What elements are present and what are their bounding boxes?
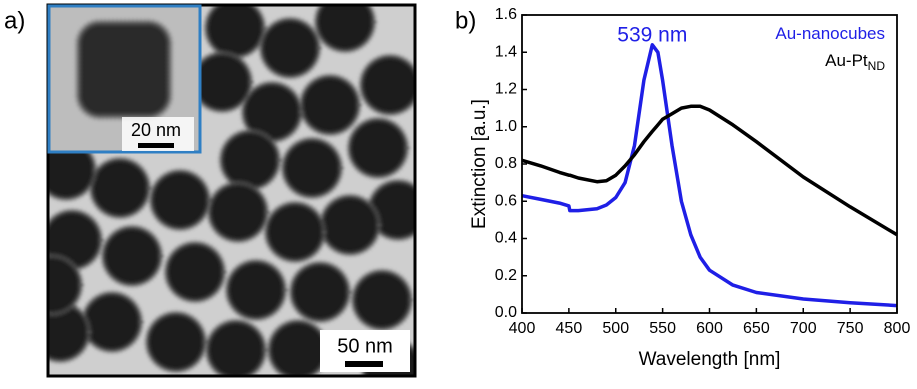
x-tick-label: 750 <box>837 320 864 337</box>
y-tick-label: 0.4 <box>495 230 517 247</box>
particle <box>144 310 208 374</box>
particle <box>346 116 410 180</box>
y-axis-label: Extinction [a.u.] <box>469 99 490 229</box>
y-tick-label: 1.6 <box>495 6 517 23</box>
particle <box>318 193 382 257</box>
particle <box>203 5 267 60</box>
y-tick-label: 0.8 <box>495 155 517 172</box>
x-tick-label: 450 <box>556 320 583 337</box>
y-tick-label: 1.2 <box>495 81 517 98</box>
particle <box>100 224 164 288</box>
legend-name: Au-Pt <box>825 51 868 70</box>
particle <box>204 318 268 376</box>
legend-name: Au-nanocubes <box>775 24 885 43</box>
particle <box>218 128 282 192</box>
x-axis-label: Wavelength [nm] <box>639 349 781 370</box>
x-tick-label: 650 <box>743 320 770 337</box>
y-tick-label: 1.0 <box>495 118 517 135</box>
y-tick-label: 0.0 <box>495 304 517 321</box>
y-tick-label: 1.4 <box>495 43 517 60</box>
data-line <box>521 104 898 237</box>
particle <box>258 16 322 80</box>
particle <box>88 156 152 220</box>
plot-frame <box>521 14 898 314</box>
particle <box>350 268 414 332</box>
x-tick-label: 400 <box>509 320 536 337</box>
particle <box>48 253 84 317</box>
particle <box>206 180 270 244</box>
legend-label: Au-nanocubes <box>775 24 885 43</box>
peak-annotation: 539 nm <box>617 24 687 47</box>
x-tick-label: 800 <box>884 320 911 337</box>
particle <box>190 50 254 114</box>
y-tick-label: 0.6 <box>495 192 517 209</box>
legend-label: Au-PtND <box>825 51 885 73</box>
x-tick-label: 500 <box>602 320 629 337</box>
scale-label: 20 nm <box>131 120 181 140</box>
scale-label: 50 nm <box>337 335 393 357</box>
particle <box>263 200 327 264</box>
panel-label: b) <box>455 7 476 34</box>
y-tick-label: 0.2 <box>495 267 517 284</box>
scale-bar: 50 nm <box>320 330 410 372</box>
data-line <box>521 43 898 308</box>
particle <box>280 136 344 200</box>
particle <box>163 240 227 304</box>
legend-subscript: ND <box>868 59 886 73</box>
x-tick-label: 600 <box>696 320 723 337</box>
particle <box>266 318 330 376</box>
inset: 20 nm <box>47 4 202 154</box>
particle <box>288 260 352 324</box>
x-tick-label: 550 <box>649 320 676 337</box>
panel-label: a) <box>4 7 25 34</box>
particle <box>313 5 377 54</box>
particle <box>298 73 362 137</box>
particle <box>358 53 415 117</box>
image-frame <box>46 3 417 378</box>
particle <box>148 168 212 232</box>
particle <box>80 290 144 354</box>
x-tick-label: 700 <box>790 320 817 337</box>
particle <box>224 258 288 322</box>
